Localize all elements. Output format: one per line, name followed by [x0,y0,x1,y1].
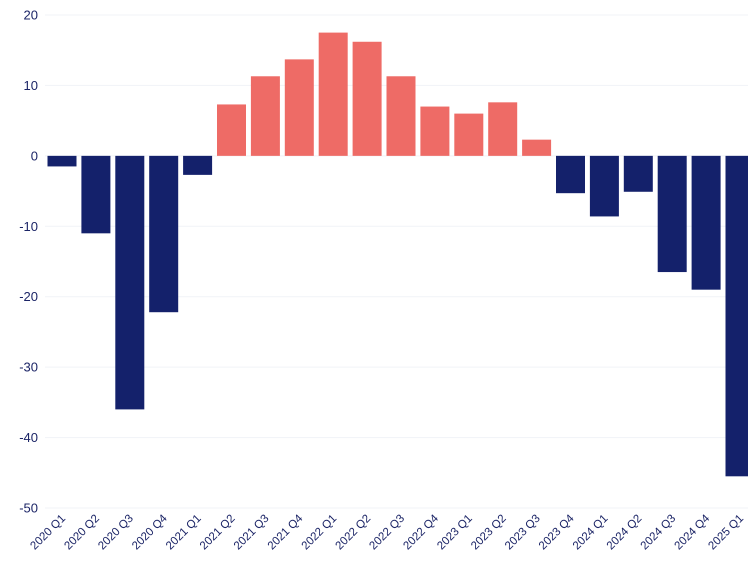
x-tick-label: 2022 Q4 [401,512,441,552]
bar-2023-q4 [556,155,585,194]
x-tick-label: 2023 Q3 [503,513,543,553]
x-tick-label: 2021 Q2 [198,513,238,553]
bars [47,32,748,477]
bar-2020-q1 [47,155,77,167]
bar-2021-q3 [250,76,280,156]
y-axis-tick-labels: 20 10 0 -10 -20 -30 -40 -50 [19,8,38,516]
x-tick-label: 2024 Q3 [639,513,679,553]
y-tick-label: -40 [19,430,38,445]
y-tick-label: 20 [24,8,38,23]
x-tick-label: 2022 Q3 [367,513,407,553]
y-tick-label: -10 [19,219,38,234]
x-tick-label: 2023 Q1 [435,513,475,553]
bar-2024-q2 [623,155,653,192]
y-tick-label: 10 [24,78,38,93]
y-tick-label: -20 [19,289,38,304]
x-tick-label: 2023 Q2 [469,513,509,553]
x-tick-label: 2024 Q2 [605,513,645,553]
bar-2024-q4 [691,155,721,290]
x-tick-label: 2021 Q3 [232,513,272,553]
x-tick-label: 2021 Q4 [266,512,306,552]
y-tick-label: -50 [19,501,38,516]
bar-2023-q1 [454,113,484,156]
x-tick-label: 2022 Q1 [300,513,340,553]
bar-2025-q1 [725,155,748,477]
x-tick-label: 2020 Q3 [96,513,136,553]
bar-2022-q3 [386,76,416,156]
bar-2021-q2 [217,104,246,156]
bar-2022-q2 [352,41,382,156]
x-tick-label: 2020 Q1 [28,513,68,553]
x-tick-label: 2022 Q2 [334,513,374,553]
bar-2024-q1 [589,155,619,217]
x-tick-label: 2023 Q4 [537,512,577,552]
x-tick-label: 2020 Q4 [130,512,170,552]
bar-2021-q1 [183,155,213,175]
bar-2021-q4 [284,59,314,156]
bar-2024-q3 [657,155,687,273]
bar-2022-q4 [420,106,450,156]
x-tick-label: 2021 Q1 [164,513,204,553]
bar-2020-q2 [81,155,111,234]
bar-2022-q1 [318,32,348,156]
bar-2020-q4 [149,155,179,313]
y-tick-label: -30 [19,360,38,375]
x-tick-label: 2020 Q2 [62,513,102,553]
y-tick-label: 0 [31,148,38,163]
bar-2023-q2 [488,102,518,156]
bar-2023-q3 [522,139,552,156]
x-tick-label: 2024 Q4 [673,512,713,552]
x-tick-label: 2025 Q1 [706,513,746,553]
x-tick-label: 2024 Q1 [571,513,611,553]
bar-2020-q3 [115,155,145,410]
